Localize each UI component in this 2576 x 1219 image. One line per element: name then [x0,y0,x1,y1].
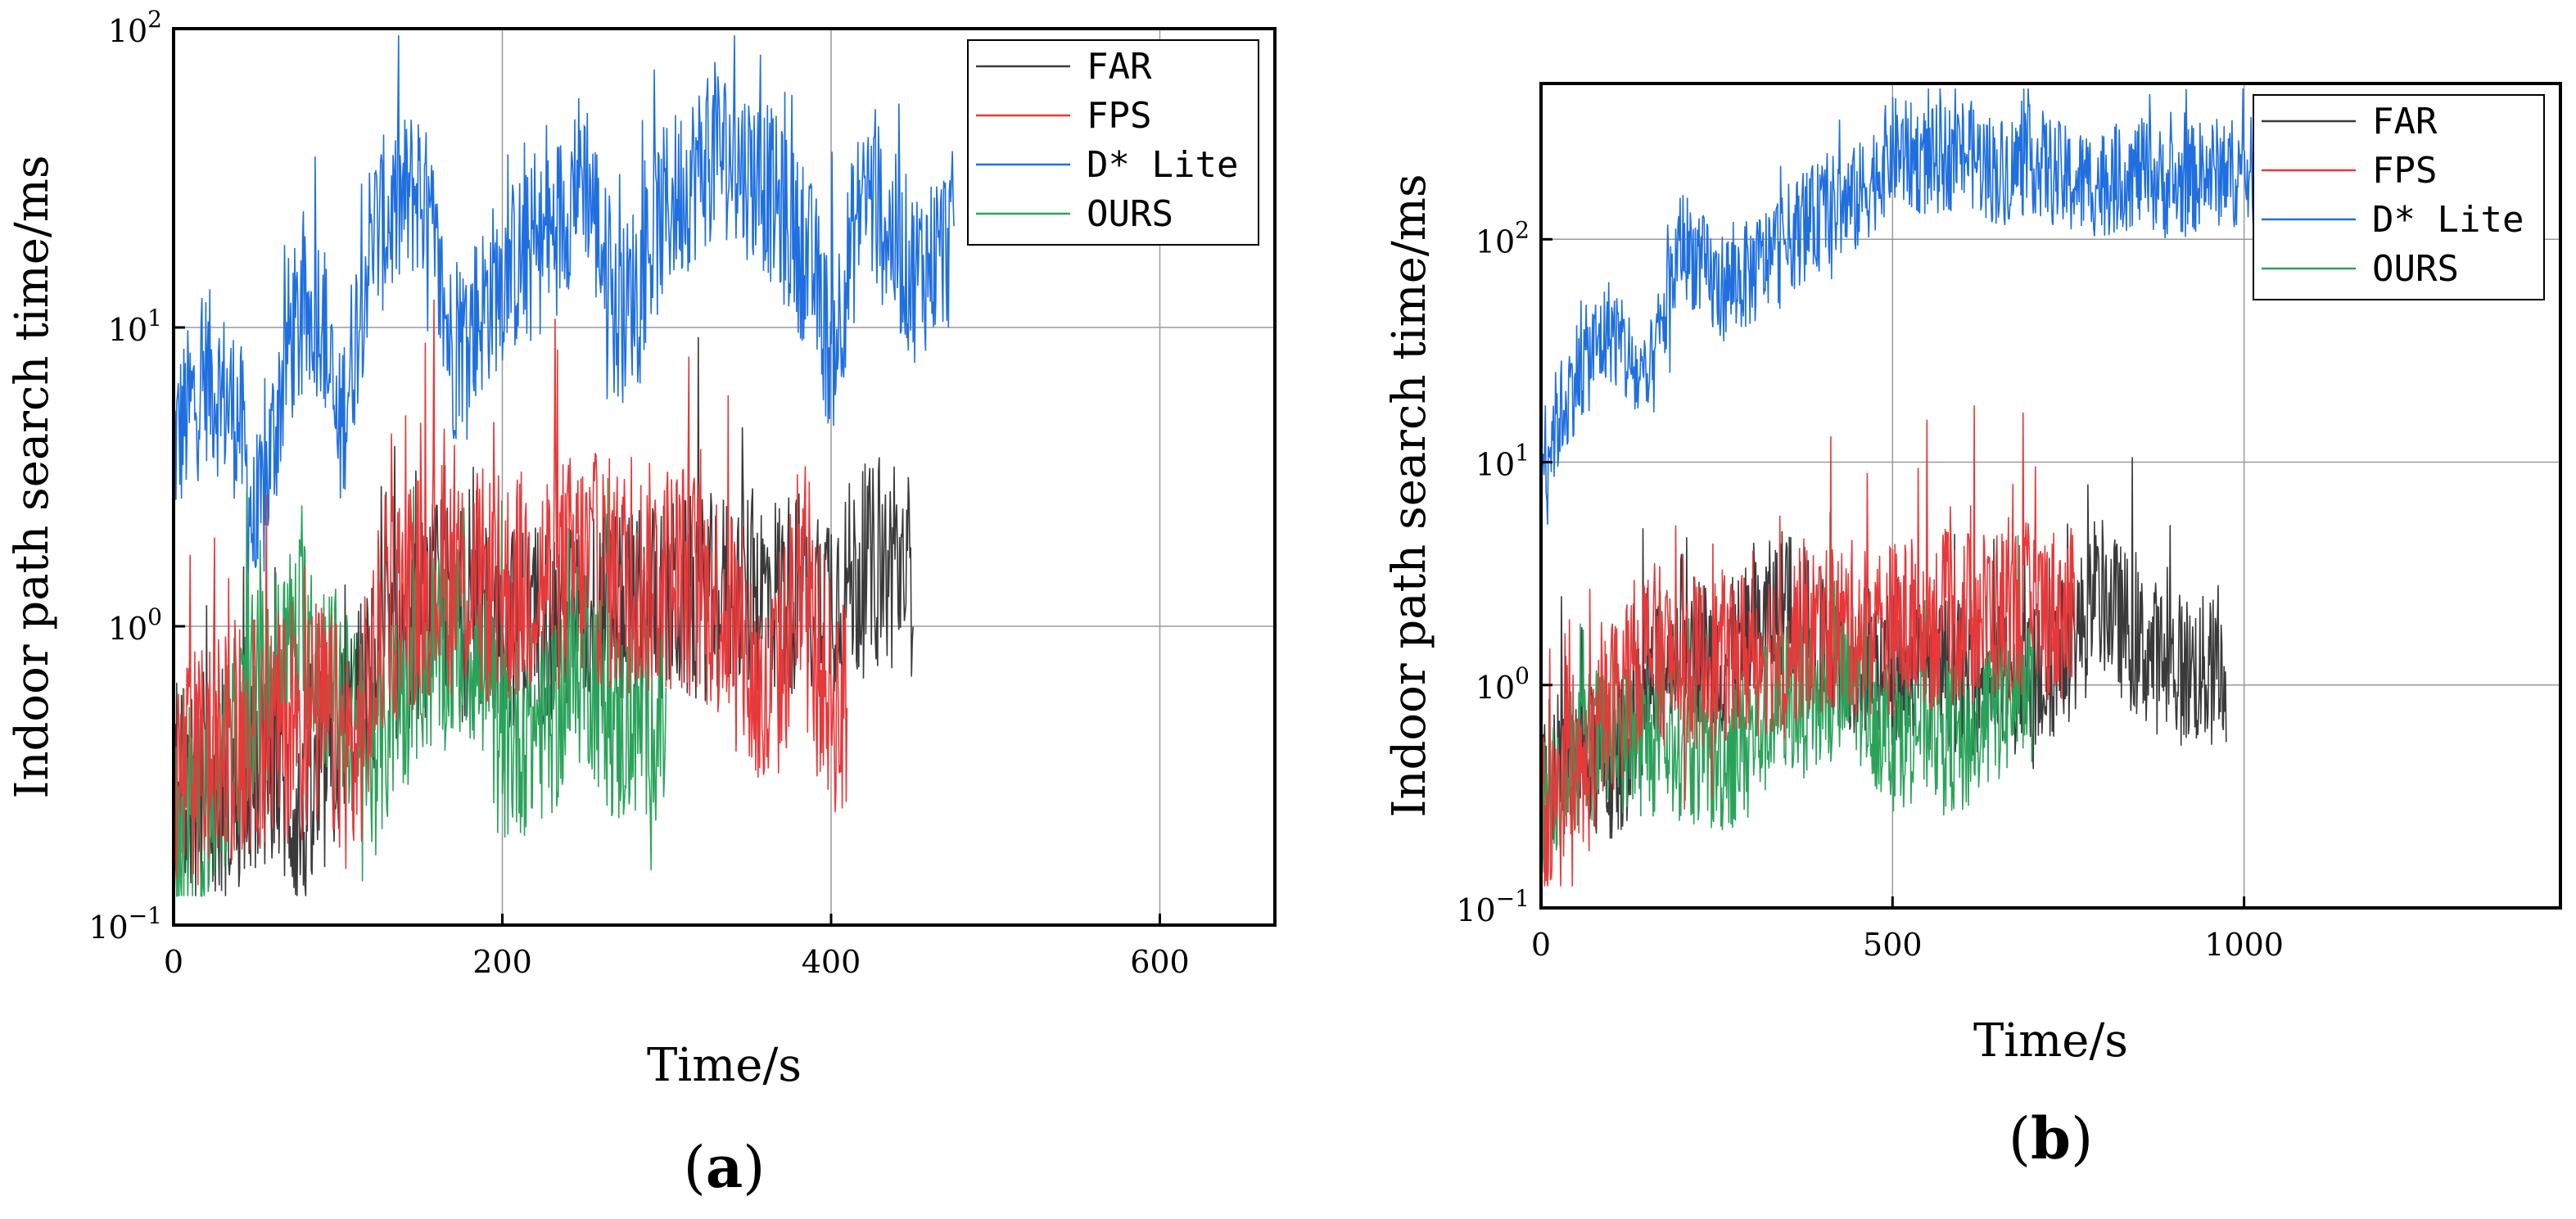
legend-label: OURS [1087,193,1173,235]
plot-frame [172,27,1277,927]
y-tick-label: 101 [108,305,162,348]
x-tick-label: 0 [1531,927,1551,963]
legend-label: OURS [2372,248,2459,290]
series-line-fps [1541,405,2076,887]
series-line-fps [174,299,848,886]
legend-box [967,39,1259,246]
y-axis-title: Indoor path search time/ms [6,155,59,798]
x-tick-label: 600 [1130,944,1190,980]
chart-panel-1: 0 500 1000 10−1 100 101 102 Time/s Indoor path s… [1383,82,2562,1172]
x-axis-title: Time/s [1973,1014,2128,1068]
series-line-d-lite [1541,88,2258,526]
legend-label: D* Lite [2372,199,2524,241]
panel-label: (b) [2009,1104,2094,1172]
x-tick-label: 200 [472,944,532,980]
x-tick-label: 500 [1863,927,1923,963]
x-tick-label: 1000 [2204,927,2284,963]
legend-box [2253,94,2545,300]
legend: FAR FPS D* Lite OURS [2253,94,2545,300]
legend-label: FPS [2372,150,2437,192]
x-axis-title: Time/s [647,1039,802,1092]
legend-label: D* Lite [1087,144,1238,186]
legend-label: FPS [1087,95,1151,137]
legend: FAR FPS D* Lite OURS [967,39,1259,246]
y-tick-label: 102 [1476,216,1530,260]
y-tick-label: 102 [108,6,162,49]
y-tick-label: 10−1 [88,902,162,946]
y-axis-title: Indoor path search time/ms [1383,174,1436,817]
chart-panel-0: 0 200 400 600 10−1 100 101 102 Time/s Indoor path… [6,6,1277,1201]
x-tick-label: 0 [164,944,183,980]
legend-label: FAR [1087,46,1152,88]
series-line-ours [1541,512,2034,873]
panel-label: (a) [684,1133,766,1201]
y-tick-label: 100 [108,603,162,647]
y-tick-label: 100 [1476,662,1530,706]
plot-frame [1539,82,2562,910]
y-tick-label: 10−1 [1456,885,1530,928]
y-tick-label: 101 [1476,440,1530,483]
legend-label: FAR [2372,101,2438,142]
x-tick-label: 400 [802,944,861,980]
series-line-d-lite [174,35,955,575]
